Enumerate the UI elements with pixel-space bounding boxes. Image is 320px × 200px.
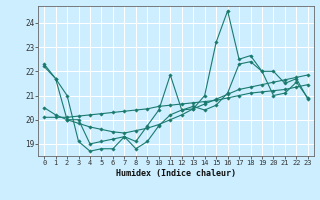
X-axis label: Humidex (Indice chaleur): Humidex (Indice chaleur)	[116, 169, 236, 178]
